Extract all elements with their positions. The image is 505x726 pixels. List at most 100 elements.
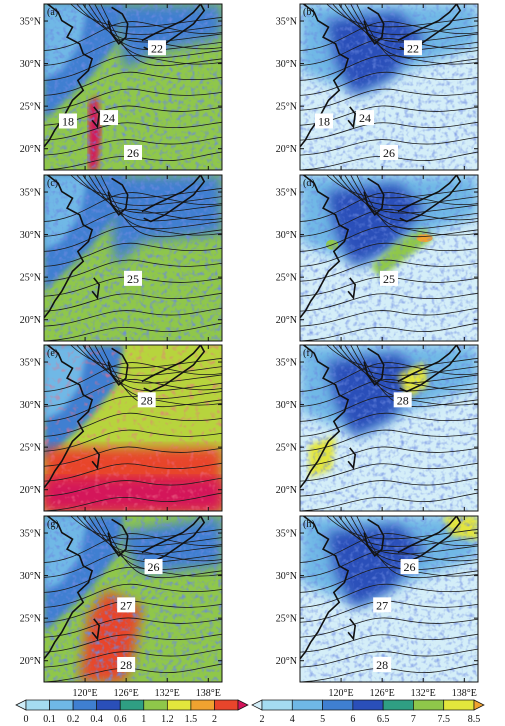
lat-tick-label: 25°N [276,102,297,113]
colorbar-label: 4 [290,714,295,725]
contour-label: 26 [383,146,395,160]
lat-tick-label: 20°N [276,315,297,326]
lon-tick-label: 126°E [114,688,139,699]
lat-tick-label: 35°N [20,529,41,540]
colorbar-label: 0.1 [43,714,56,725]
colorbar-swatch [25,699,50,711]
lat-tick-label: 20°N [276,144,297,155]
contour-label: 27 [376,598,388,612]
contour-label: 26 [404,560,416,574]
panel-label: (d) [303,178,315,189]
lat-tick-label: 30°N [276,571,297,582]
colorbar-swatch [49,699,74,711]
lat-tick-label: 20°N [20,315,41,326]
colorbar-extend-high [237,699,249,711]
lat-tick-label: 20°N [20,144,41,155]
colorbar-left: 0 0.1 0.2 0.4 0.6 1 1.2 1.5 2 [15,699,249,725]
contour-label: 28 [376,658,388,672]
lat-tick-label: 20°N [20,656,41,667]
panel-frame [299,515,479,683]
colorbar-label: 7.5 [437,714,450,725]
contour-label: 28 [141,393,153,407]
contour-label-box [147,40,166,56]
contour-label-box [137,392,156,408]
contour-label: 24 [359,111,371,125]
lat-tick-label: 35°N [276,529,297,540]
lat-tick-label: 35°N [20,17,41,28]
lat-tick-label: 25°N [276,443,297,454]
map-panel: 25 (d) 20°N 25°N 30°N 35°N [276,174,479,342]
lat-tick-label: 35°N [20,188,41,199]
contour-label-box [117,656,136,672]
lat-tick-label: 25°N [20,443,41,454]
colorbar-swatch [143,699,168,711]
panel-frame [43,3,223,171]
colorbar-swatch [261,699,293,711]
colorbar-label: 8.5 [468,714,481,725]
contour-label-box [400,559,419,575]
lat-tick-label: 35°N [276,17,297,28]
colorbar-swatch [291,699,323,711]
colorbar-swatch [443,699,475,711]
contour-label-box [117,597,136,613]
contour-label-box [380,270,398,286]
map-panel: 25 (c) 20°N 25°N 30°N 35°N [20,174,223,342]
colorbar-label: 7 [411,714,416,725]
panel-frame [43,344,223,512]
lat-tick-label: 30°N [276,59,297,70]
lat-tick-label: 20°N [20,485,41,496]
panel-frame [43,174,223,342]
colorbar-label: 0.6 [114,714,127,725]
contour-label-box [58,113,77,129]
lon-tick-label: 138°E [452,688,477,699]
contour-label: 22 [151,41,163,55]
lat-tick-label: 30°N [20,59,41,70]
map-panel: 28 (f) 20°N 25°N 30°N 35°N [276,344,479,512]
colorbar-swatch [166,699,192,711]
panel-frame [299,344,479,512]
map-panel: 22 18 24 26 (a) 20°N 25°N 30°N 35°N [20,3,223,171]
contour-label: 22 [407,41,419,55]
contour-label: 24 [103,111,115,125]
map-panel: 26 27 28 (g) 20°N 25°N 30°N 35°N 120°E 126°E 132°E… [20,515,223,699]
colorbar-swatch [190,699,215,711]
lat-tick-label: 30°N [20,400,41,411]
contour-label-box [124,144,142,160]
contour-label-box [380,144,398,160]
lat-tick-label: 25°N [20,273,41,284]
contour-label: 18 [318,114,330,128]
colorbar-label: 1.2 [161,714,174,725]
colorbar-swatch [119,699,145,711]
colorbar-label: 6.5 [377,714,390,725]
lat-tick-label: 20°N [276,485,297,496]
colorbar-label: 2 [260,714,265,725]
colorbar-swatch [72,699,98,711]
lat-tick-label: 30°N [276,400,297,411]
contour-label-box [144,559,163,575]
lat-tick-label: 25°N [20,102,41,113]
lat-tick-label: 35°N [276,358,297,369]
lat-tick-label: 25°N [276,614,297,625]
lon-tick-label: 132°E [411,688,436,699]
contour-label-box [393,392,412,408]
contour-label-box [403,40,422,56]
lat-tick-label: 25°N [20,614,41,625]
colorbar-swatch [413,699,445,711]
colorbar-label: 0.4 [90,714,103,725]
colorbar-swatch [214,699,239,711]
contour-label-box [356,110,375,126]
contour-label: 28 [397,393,409,407]
colorbar-label: 5 [320,714,325,725]
lon-tick-label: 120°E [73,688,98,699]
contour-label-box [373,597,392,613]
colorbar-extend-low [15,699,27,711]
panel-frame [299,174,479,342]
contour-label-box [373,656,392,672]
colorbar-right: 2 4 5 6 6.5 7 7.5 8.5 [251,699,485,725]
colorbar-label: 0 [24,714,29,725]
panel-frame [299,3,479,171]
contour-label-box [100,110,119,126]
colorbar-label: 0.2 [67,714,80,725]
panel-label: (b) [303,7,315,18]
